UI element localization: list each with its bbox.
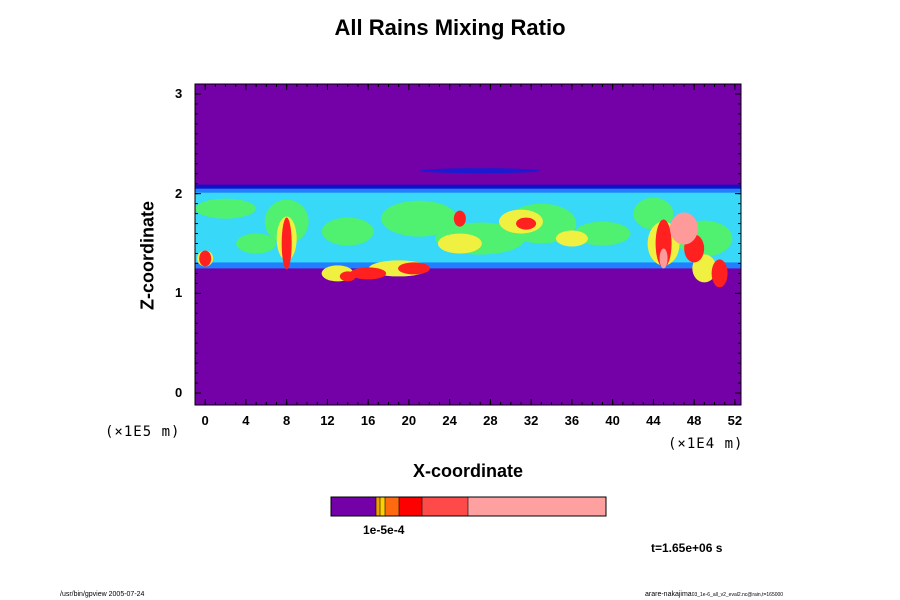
green-patch-9 (236, 233, 277, 254)
red-core-1 (350, 267, 387, 280)
footer-left: /usr/bin/gpview 2005-07-24 (60, 591, 145, 598)
x-tick-label: 12 (320, 413, 335, 428)
red-core-2 (398, 262, 431, 275)
x-tick-label: 4 (242, 413, 250, 428)
y-tick-label: 2 (175, 185, 183, 201)
y-axis-label: Z-coordinate (137, 201, 158, 311)
footer-right: arare-nakajima03_1e-6_all_v2_eval2.nc@ra… (645, 591, 783, 598)
red-core-5 (655, 219, 672, 268)
colorbar-segment-2 (380, 497, 385, 516)
red-core-3 (453, 210, 466, 227)
colorbar-segment-4 (399, 497, 422, 516)
red-core-7 (711, 259, 728, 288)
colorbar-frame (330, 496, 607, 517)
x-tick-label: 16 (360, 413, 376, 428)
x-axis-label: X-coordinate (412, 461, 523, 481)
yellow-patch-6 (692, 254, 717, 283)
colorbar-segment-5 (422, 497, 468, 516)
band-top-edge (195, 184, 741, 191)
yellow-patch-4 (555, 230, 588, 247)
y-tick-label: 3 (175, 85, 183, 101)
x-tick-label: 24 (442, 413, 457, 428)
pink-core-1 (659, 248, 668, 269)
colorbar-segment-3 (385, 497, 399, 516)
green-patch-0 (195, 198, 256, 219)
colorbar-segment-0 (331, 497, 376, 516)
upper-streak (420, 168, 541, 174)
yellow-patch-2 (437, 233, 482, 254)
x-axis-unit: (×1E4 m) (668, 436, 744, 452)
green-patch-6 (574, 221, 631, 246)
chart-title: All Rains Mixing Ratio (334, 15, 566, 40)
pink-core-0 (669, 212, 698, 245)
x-tick-label: 8 (283, 413, 291, 428)
y-tick-label: 1 (175, 285, 183, 301)
plot-frame (194, 83, 742, 406)
colorbar-label: 1e-5e-4 (363, 523, 405, 537)
x-tick-label: 40 (605, 413, 620, 428)
red-core-8 (199, 250, 212, 267)
x-tick-label: 48 (686, 413, 702, 428)
green-patch-2 (321, 217, 374, 246)
y-tick-label: 0 (175, 385, 183, 401)
red-core-4 (516, 217, 537, 230)
colorbar-segment-6 (468, 497, 606, 516)
x-tick-label: 20 (401, 413, 417, 428)
footer-right-sub: 03_1e-6_all_v2_eval2.nc@rain,t=165000 (691, 592, 784, 598)
red-core-0 (281, 217, 292, 270)
x-tick-label: 44 (646, 413, 661, 428)
x-tick-label: 0 (201, 413, 209, 428)
red-core-9 (339, 271, 356, 282)
colorbar-segment-1 (376, 497, 380, 516)
y-axis-unit: (×1E5 m) (105, 424, 181, 440)
x-tick-label: 36 (564, 413, 580, 428)
x-tick-label: 28 (483, 413, 498, 428)
footer-right-main: arare-nakajima (645, 591, 692, 598)
x-tick-label: 52 (727, 413, 743, 428)
time-label: t=1.65e+06 s (651, 541, 723, 555)
x-tick-label: 32 (523, 413, 539, 428)
green-patch-3 (381, 200, 458, 237)
